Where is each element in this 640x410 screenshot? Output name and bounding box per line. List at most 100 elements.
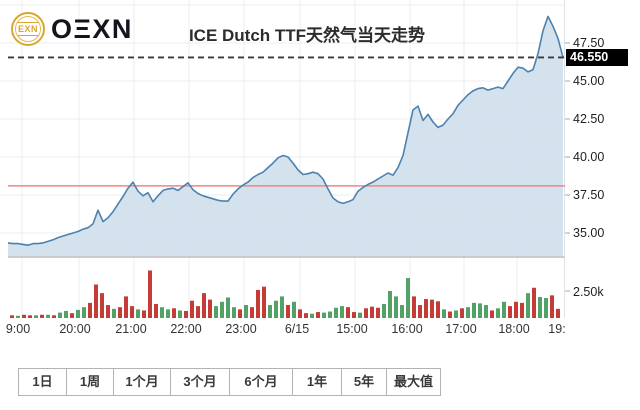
volume-bar <box>496 308 500 318</box>
volume-bar <box>70 313 74 318</box>
time-axis-label: 21:00 <box>115 322 147 336</box>
period-button-1日[interactable]: 1日 <box>18 368 67 396</box>
price-axis-label: 45.00 <box>573 74 605 88</box>
volume-bar <box>220 301 224 318</box>
volume-bar <box>34 315 38 318</box>
period-button-1周[interactable]: 1周 <box>66 368 114 396</box>
period-button-5年[interactable]: 5年 <box>341 368 387 396</box>
price-axis-label: 47.50 <box>573 36 605 50</box>
volume-bar <box>232 307 236 318</box>
volume-bar <box>76 309 80 318</box>
volume-bar <box>298 309 302 318</box>
volume-bar <box>82 307 86 318</box>
volume-bar <box>502 301 506 318</box>
volume-bar <box>442 309 446 318</box>
time-axis-label: 16:00 <box>391 322 423 336</box>
volume-bar <box>208 299 212 318</box>
volume-bar <box>118 307 122 318</box>
price-volume-chart-canvas[interactable] <box>0 0 640 345</box>
volume-bar <box>52 315 56 318</box>
volume-bar <box>316 312 320 318</box>
time-axis-label: 23:00 <box>225 322 257 336</box>
volume-bar <box>544 298 548 318</box>
volume-bar <box>334 307 338 318</box>
volume-bar <box>280 296 284 318</box>
volume-bar <box>448 311 452 318</box>
volume-bar <box>322 312 326 318</box>
volume-bar <box>340 306 344 318</box>
price-axis-label: 42.50 <box>573 112 605 126</box>
volume-bar <box>190 300 194 318</box>
price-line <box>7 15 564 246</box>
volume-bar <box>202 293 206 318</box>
brand-logo: EXN OΞXN <box>11 12 133 46</box>
volume-bar <box>328 311 332 318</box>
volume-bar <box>58 312 62 318</box>
volume-bar <box>358 312 362 318</box>
period-button-1年[interactable]: 1年 <box>292 368 342 396</box>
volume-bar <box>10 315 14 318</box>
volume-bar <box>172 308 176 318</box>
volume-bar <box>112 308 116 318</box>
time-axis-label: 22:00 <box>170 322 202 336</box>
brand-badge-icon: EXN <box>11 12 45 46</box>
volume-bar <box>376 307 380 318</box>
volume-bar <box>484 305 488 318</box>
volume-bar <box>430 299 434 318</box>
volume-bar <box>520 302 524 318</box>
brand-name: OΞXN <box>51 13 133 44</box>
time-axis-label: 18:00 <box>498 322 530 336</box>
brand-badge-text: EXN <box>17 22 38 36</box>
volume-bar <box>274 300 278 318</box>
time-axis-label: 6/15 <box>284 322 310 336</box>
volume-bar <box>478 303 482 318</box>
volume-bar <box>286 305 290 318</box>
volume-bar <box>244 305 248 318</box>
volume-bar <box>94 284 98 318</box>
volume-bar <box>292 301 296 318</box>
period-button-6个月[interactable]: 6个月 <box>229 368 293 396</box>
volume-bar <box>22 314 26 318</box>
volume-bar <box>28 315 32 318</box>
volume-bar <box>526 293 530 318</box>
volume-bar <box>406 278 410 318</box>
volume-bar <box>388 291 392 318</box>
volume-bar <box>352 312 356 318</box>
volume-bar <box>16 315 20 318</box>
volume-bar <box>364 308 368 318</box>
time-axis-label: 19: <box>548 322 566 336</box>
time-axis-label: 15:00 <box>336 322 368 336</box>
volume-bar <box>370 306 374 318</box>
chart-title: ICE Dutch TTF天然气当天走势 <box>188 26 426 45</box>
time-axis-label: 9:00 <box>5 322 31 336</box>
volume-bar <box>454 310 458 318</box>
volume-bar <box>130 306 134 318</box>
volume-bar <box>490 310 494 318</box>
price-axis-label: 40.00 <box>573 150 605 164</box>
volume-bar <box>256 289 260 318</box>
time-axis-label: 17:00 <box>445 322 477 336</box>
volume-bar <box>238 309 242 318</box>
period-button-3个月[interactable]: 3个月 <box>170 368 230 396</box>
volume-bar <box>88 302 92 318</box>
volume-bar <box>124 296 128 318</box>
period-button-1个月[interactable]: 1个月 <box>113 368 171 396</box>
volume-bar <box>460 308 464 318</box>
volume-bar <box>412 296 416 318</box>
volume-bar <box>268 305 272 318</box>
volume-bar <box>214 306 218 318</box>
volume-bar <box>418 305 422 318</box>
volume-bar <box>514 301 518 318</box>
volume-bar <box>196 306 200 318</box>
current-price-badge: 46.550 <box>566 49 628 66</box>
volume-bar <box>310 313 314 318</box>
volume-bar <box>142 310 146 318</box>
time-axis-label: 20:00 <box>59 322 91 336</box>
volume-bar <box>166 309 170 318</box>
period-button-最大值[interactable]: 最大值 <box>386 368 441 396</box>
volume-bar <box>394 296 398 318</box>
volume-axis-label: 2.50k <box>573 285 604 299</box>
volume-bar <box>556 308 560 318</box>
volume-bar <box>136 309 140 318</box>
volume-bar <box>472 302 476 318</box>
